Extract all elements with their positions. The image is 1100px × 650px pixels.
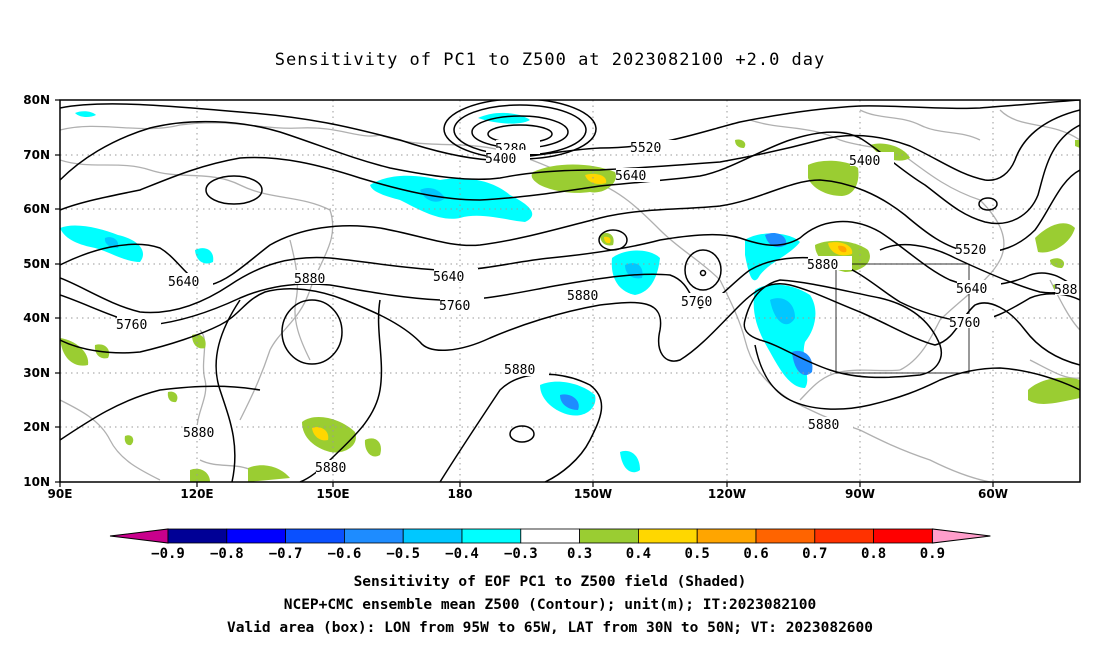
colorbar-arrow-low [109,528,169,544]
contour-label: 5880 [504,363,535,378]
lon-label: 90E [48,487,73,501]
colorbar-label: 0.4 [626,546,651,562]
colorbar-swatch [402,528,463,544]
lat-label: 70N [23,148,50,162]
contour-label: 5880 [567,289,598,304]
colorbar-label: −0.9 [151,546,185,562]
axis-ticks [55,99,994,487]
lon-label: 120E [180,487,213,501]
contour-label: 5640 [615,169,646,184]
colorbar-swatch [520,528,580,544]
colorbar-swatch [343,528,404,544]
colorbar-label: −0.8 [210,546,244,562]
colorbar-swatch [579,528,639,544]
colorbar-swatch [461,528,522,544]
colorbar-swatch [696,528,757,544]
contour-label: 5400 [485,152,516,167]
lat-label: 30N [23,366,50,380]
lon-label: 150E [316,487,349,501]
contour-label: 5640 [956,282,987,297]
footer-line-2: NCEP+CMC ensemble mean Z500 (Contour); u… [283,597,817,613]
colorbar-label: 0.9 [920,546,945,562]
lon-label: 60W [978,487,1008,501]
contour-label: 5520 [955,243,986,258]
colorbar-label: 0.5 [685,546,710,562]
contour-label: 5640 [433,270,464,285]
lon-label: 150W [574,487,612,501]
footer-line-1: Sensitivity of EOF PC1 to Z500 field (Sh… [353,574,747,590]
contour-labels: 5280 5400 5520 5640 5400 5520 5640 5640 … [116,140,1080,476]
contour-label: 5880 [315,461,346,476]
latitude-labels: 80N 70N 60N 50N 40N 30N 20N 10N [23,93,50,489]
colorbar-label: −0.7 [269,546,303,562]
contour-label: 5760 [439,299,470,314]
colorbar-arrow-high [931,528,991,544]
colorbar-swatch [814,528,874,544]
contour-label: 5520 [630,141,661,156]
colorbar-label: 0.6 [743,546,768,562]
colorbar-swatch [226,528,287,544]
contour-label: 588 [1054,283,1077,298]
map-frame [59,99,1081,483]
contour-label: 5640 [168,275,199,290]
coastlines [60,109,1080,482]
lon-label: 90W [845,487,875,501]
contour-label: 5880 [808,418,839,433]
colorbar-label: −0.3 [504,546,538,562]
contour-label: 5880 [807,258,838,273]
lat-label: 80N [23,93,50,107]
colorbar-label: −0.4 [445,546,479,562]
colorbar-swatch [167,528,228,544]
colorbar-label: 0.3 [567,546,592,562]
sensitivity-shading [60,111,1080,482]
colorbar-swatch [285,528,345,544]
longitude-labels: 90E 120E 150E 180 150W 120W 90W 60W [48,487,1008,501]
lat-label: 20N [23,420,50,434]
contour-label: 5760 [681,295,712,310]
lat-label: 10N [23,475,50,489]
colorbar-swatch [755,528,816,544]
colorbar-label: 0.7 [802,546,827,562]
contour-label: 5880 [183,426,214,441]
colorbar-swatch [873,528,933,544]
colorbar-swatch [638,528,698,544]
lat-label: 60N [23,202,50,216]
contour-label: 5760 [116,318,147,333]
contour-label: 5880 [294,272,325,287]
colorbar-label: −0.5 [386,546,420,562]
colorbar-label: −0.6 [328,546,362,562]
map-title: Sensitivity of PC1 to Z500 at 2023082100… [274,50,826,70]
footer-line-3: Valid area (box): LON from 95W to 65W, L… [226,620,873,636]
lon-label: 180 [447,487,472,501]
colorbar-label: 0.8 [861,546,886,562]
lat-label: 40N [23,311,50,325]
lon-label: 120W [708,487,746,501]
lat-label: 50N [23,257,50,271]
contour-label: 5760 [949,316,980,331]
colorbar: −0.9 −0.8 −0.7 −0.6 −0.5 −0.4 −0.3 0.3 0.4 0.5 0.6… [109,528,991,562]
contour-label: 5400 [849,154,880,169]
